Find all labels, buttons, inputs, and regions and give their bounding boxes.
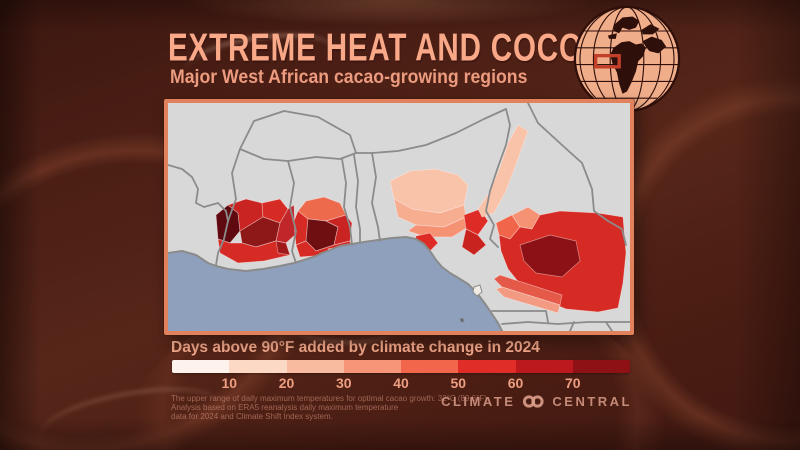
color-scale-segment-2 — [229, 360, 287, 373]
footnote-line-2: Analysis based on ERA5 reanalysis daily … — [171, 403, 399, 412]
legend-label: Days above 90°F added by climate change … — [171, 339, 540, 356]
climate-central-cc-icon — [523, 395, 544, 408]
tick-label-50: 50 — [450, 375, 467, 391]
tick-label-60: 60 — [507, 375, 524, 391]
color-scale-segment-4 — [343, 360, 401, 373]
color-scale-segment-8 — [572, 360, 630, 373]
tick-label-70: 70 — [564, 375, 581, 391]
tick-label-30: 30 — [335, 375, 352, 391]
page-subtitle: Major West African cacao-growing regions — [170, 67, 528, 88]
color-scale-ticks: 10 20 30 40 50 60 70 — [172, 375, 630, 391]
map-panel — [164, 99, 634, 335]
west-africa-choropleth-map — [168, 103, 630, 331]
tick-label-20: 20 — [278, 375, 295, 391]
logo-word-climate: CLIMATE — [441, 394, 516, 409]
tick-label-10: 10 — [221, 375, 238, 391]
color-scale-segment-7 — [515, 360, 573, 373]
footnote: The upper range of daily maximum tempera… — [171, 394, 489, 421]
color-scale-segment-3 — [286, 360, 344, 373]
footnote-line-1: The upper range of daily maximum tempera… — [171, 394, 490, 403]
tick-label-40: 40 — [393, 375, 409, 391]
color-scale-segment-1 — [172, 360, 230, 373]
page-title: EXTREME HEAT AND COCOA — [168, 26, 605, 69]
color-scale-segment-5 — [401, 360, 459, 373]
color-scale-segment-6 — [458, 360, 516, 373]
sao-tome-island — [459, 317, 465, 323]
chocolate-gloss — [180, 0, 600, 26]
logo-word-central: CENTRAL — [552, 394, 632, 409]
climate-central-logo: CLIMATE CENTRAL — [441, 394, 632, 409]
color-scale-bar — [172, 360, 630, 373]
footnote-line-3: data for 2024 and Climate Shift Index sy… — [171, 412, 333, 421]
